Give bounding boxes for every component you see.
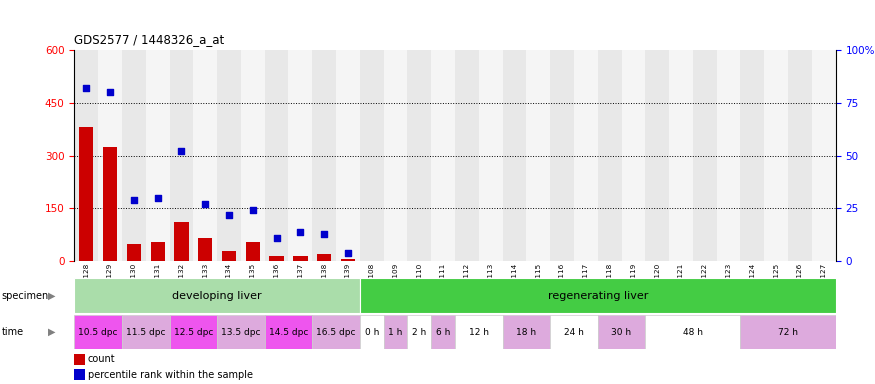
Bar [621,50,646,261]
Bar [646,50,669,261]
Text: 12.5 dpc: 12.5 dpc [173,328,213,337]
Point [127,197,141,203]
Bar [150,242,164,261]
Text: 16.5 dpc: 16.5 dpc [316,328,356,337]
Text: 0 h: 0 h [365,328,379,337]
Text: 30 h: 30 h [612,328,632,337]
Bar [289,50,312,261]
Bar [79,127,94,261]
Bar [431,315,455,349]
Point [293,228,307,235]
Text: specimen: specimen [2,291,49,301]
Text: ▶: ▶ [48,327,56,337]
Bar [174,222,189,261]
Bar [170,50,193,261]
Bar [246,242,260,261]
Bar [341,259,355,261]
Bar [122,50,146,261]
Bar [103,147,117,261]
Text: regenerating liver: regenerating liver [548,291,648,301]
Text: 24 h: 24 h [564,328,584,337]
Text: 1 h: 1 h [388,328,402,337]
Bar [270,256,284,261]
Bar [455,315,502,349]
Text: 48 h: 48 h [682,328,703,337]
Bar [217,50,241,261]
Bar [312,50,336,261]
Bar [740,50,764,261]
Bar [222,251,236,261]
Bar [646,315,740,349]
Point [341,250,355,256]
Bar [98,50,122,261]
Text: time: time [2,327,24,337]
Point [199,201,213,207]
Bar [74,315,122,349]
Text: percentile rank within the sample: percentile rank within the sample [88,370,253,380]
Text: 18 h: 18 h [516,328,536,337]
Bar [431,50,455,261]
Point [80,85,94,91]
Point [222,212,236,218]
Point [270,235,284,241]
Bar [598,50,621,261]
Bar [669,50,693,261]
Bar [217,315,265,349]
Bar [502,50,527,261]
Bar [317,254,332,261]
Bar [527,50,550,261]
Bar [293,256,307,261]
Text: 6 h: 6 h [436,328,451,337]
Point [317,230,331,237]
Bar [312,315,360,349]
Bar [360,278,836,313]
Text: 72 h: 72 h [778,328,798,337]
Bar [408,50,431,261]
Text: developing liver: developing liver [172,291,262,301]
Bar [383,50,408,261]
Point [246,207,260,214]
Point [103,89,117,95]
Bar [550,315,598,349]
Bar [146,50,170,261]
Bar [193,50,217,261]
Bar [122,315,170,349]
Bar [336,50,360,261]
Bar [74,278,360,313]
Bar [479,50,502,261]
Bar [127,243,141,261]
Bar [170,315,217,349]
Bar [455,50,479,261]
Bar [717,50,740,261]
Text: 2 h: 2 h [412,328,426,337]
Bar [550,50,574,261]
Bar [598,315,646,349]
Bar [74,50,98,261]
Text: count: count [88,354,116,364]
Bar [408,315,431,349]
Bar [812,50,836,261]
Bar [502,315,550,349]
Bar [360,315,383,349]
Bar [740,315,836,349]
Text: 10.5 dpc: 10.5 dpc [79,328,118,337]
Bar [241,50,265,261]
Bar [265,315,312,349]
Bar [383,315,408,349]
Point [174,148,188,154]
Text: 13.5 dpc: 13.5 dpc [221,328,261,337]
Text: 12 h: 12 h [469,328,489,337]
Bar [693,50,717,261]
Bar [265,50,289,261]
Bar [198,238,213,261]
Bar [360,50,383,261]
Bar [764,50,788,261]
Text: ▶: ▶ [48,291,56,301]
Text: 11.5 dpc: 11.5 dpc [126,328,165,337]
Point [150,195,164,201]
Bar [788,50,812,261]
Text: 14.5 dpc: 14.5 dpc [269,328,308,337]
Bar [574,50,598,261]
Text: GDS2577 / 1448326_a_at: GDS2577 / 1448326_a_at [74,33,225,46]
